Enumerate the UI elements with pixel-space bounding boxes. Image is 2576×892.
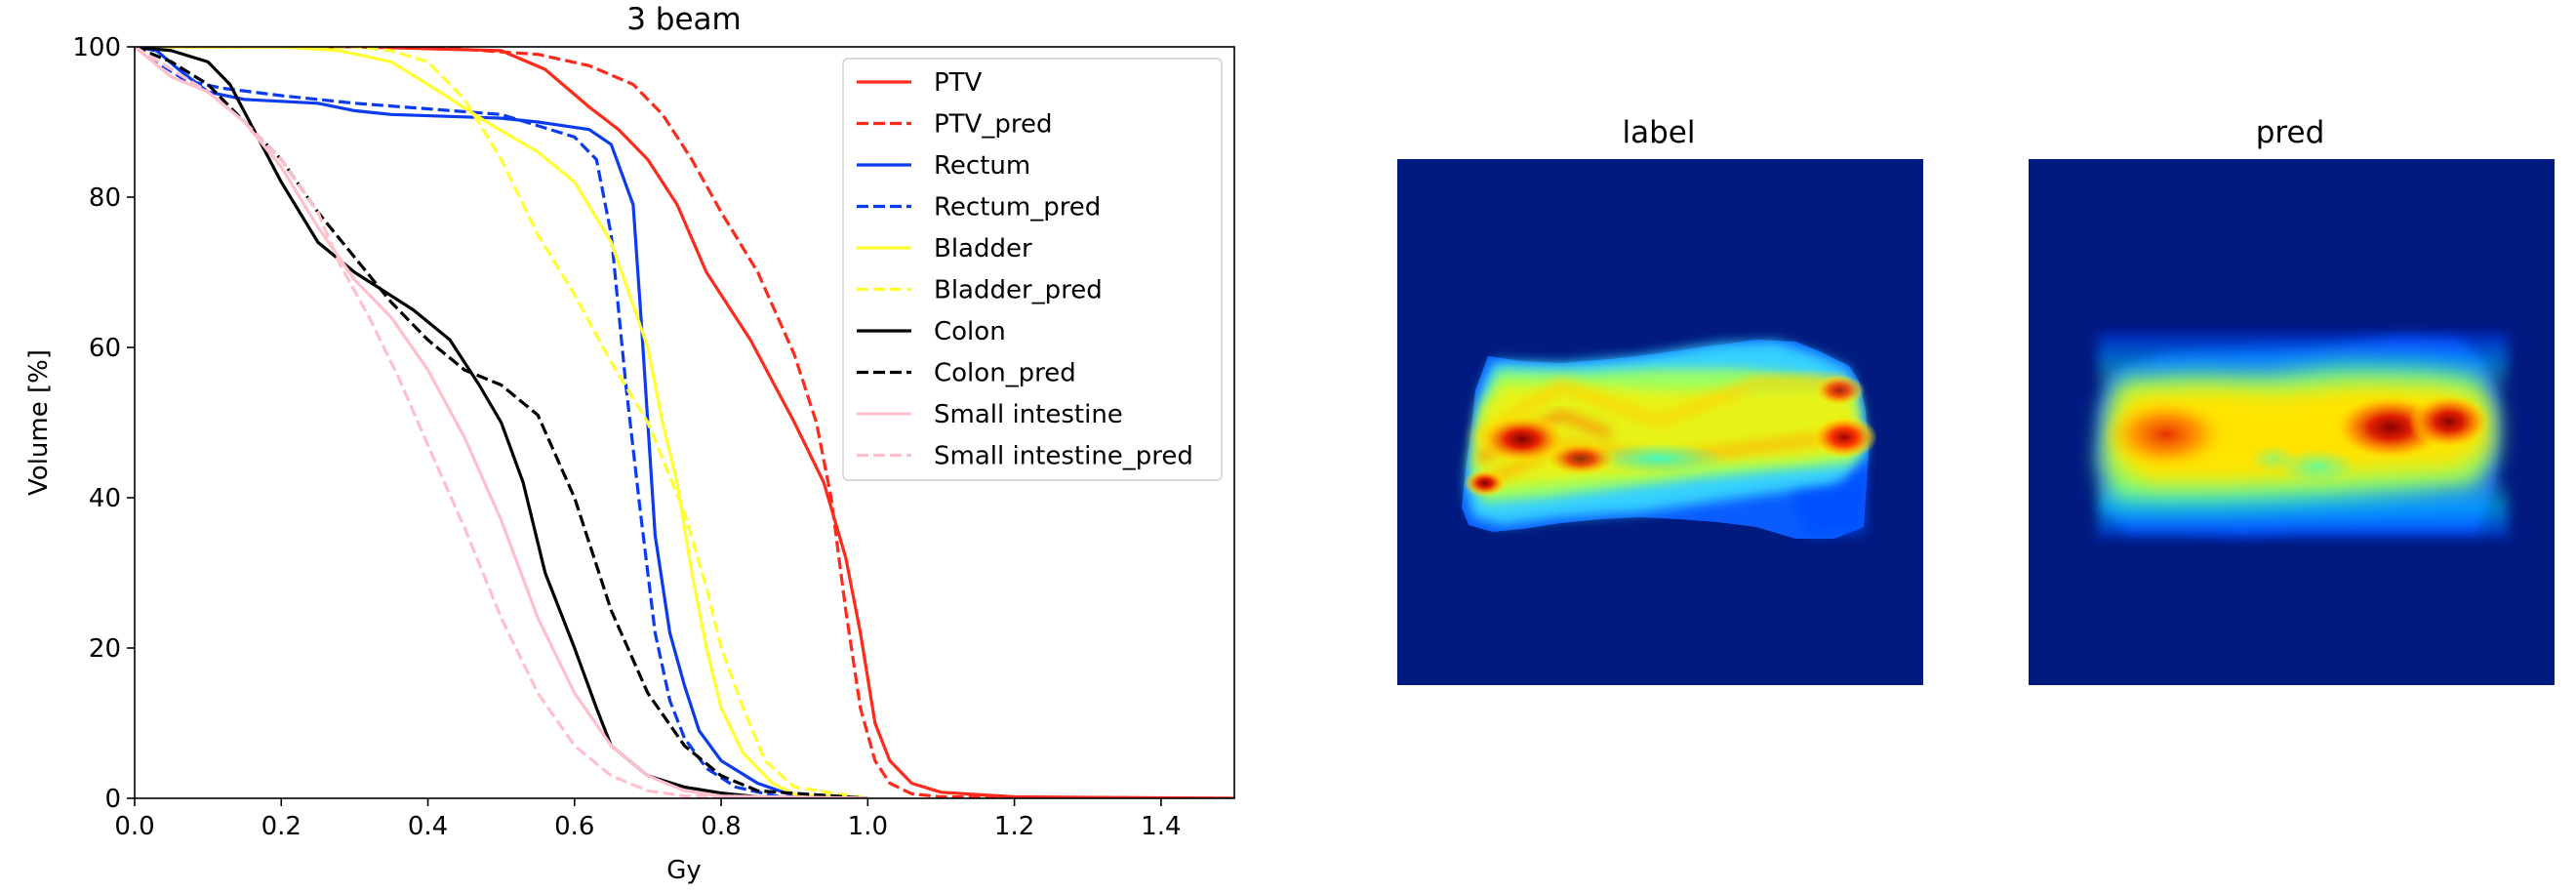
y-axis-ticks: 0 20 40 60 80 100 — [72, 33, 135, 814]
legend-label: Small intestine_pred — [934, 442, 1193, 471]
x-tick-label: 0.2 — [262, 812, 302, 841]
legend: PTV PTV_pred Rectum Rectum_pred Bladder Bladd… — [842, 58, 1223, 481]
legend-label: Bladder_pred — [934, 276, 1103, 305]
legend-label: Bladder — [934, 234, 1032, 264]
legend-label: Small intestine — [934, 400, 1123, 429]
series-line-bladder — [135, 47, 869, 798]
y-tick-label: 20 — [89, 634, 121, 664]
legend-label: Colon_pred — [934, 359, 1076, 388]
y-axis-label: Volume [%] — [24, 349, 54, 496]
pred-dose-region — [2096, 334, 2508, 537]
legend-label: Rectum_pred — [934, 193, 1101, 223]
x-tick-label: 0.8 — [701, 812, 741, 841]
y-tick-label: 60 — [89, 334, 121, 363]
label-heatmap: label — [1397, 115, 1923, 685]
x-tick-label: 0.4 — [408, 812, 448, 841]
legend-label: Rectum — [934, 151, 1030, 181]
pred-heatmap: pred — [2029, 115, 2555, 685]
x-tick-label: 0.0 — [114, 812, 154, 841]
series-line-colon — [135, 47, 869, 798]
series-line-bladder-pred — [135, 47, 868, 798]
plot-frame — [134, 46, 1235, 799]
series-layer — [135, 47, 1234, 798]
legend-frame — [842, 58, 1223, 481]
legend-label: PTV — [934, 68, 983, 98]
dvh-chart: 3 beam 0.0 0.2 0.4 0.6 0.8 1.0 1.2 1.4 0 20 40 60 8… — [24, 2, 1235, 885]
y-tick-label: 80 — [89, 183, 121, 213]
x-axis-ticks: 0.0 0.2 0.4 0.6 0.8 1.0 1.2 1.4 — [114, 798, 1182, 841]
series-line-ptv — [135, 47, 1234, 798]
pred-heatmap-title: pred — [2256, 115, 2325, 150]
label-dose-region — [1462, 340, 1877, 539]
y-tick-label: 40 — [89, 484, 121, 513]
legend-items: PTV PTV_pred Rectum Rectum_pred Bladder Bladd… — [857, 68, 1193, 471]
x-tick-label: 0.6 — [554, 812, 594, 841]
x-axis-label: Gy — [666, 856, 702, 885]
legend-label: PTV_pred — [934, 110, 1052, 140]
series-line-small-intestine-pred — [135, 47, 868, 798]
y-tick-label: 0 — [104, 785, 121, 814]
y-tick-label: 100 — [72, 33, 121, 62]
series-line-rectum — [135, 47, 869, 798]
x-tick-label: 1.0 — [848, 812, 888, 841]
x-tick-label: 1.4 — [1141, 812, 1181, 841]
legend-label: Colon — [934, 317, 1006, 346]
chart-title: 3 beam — [626, 2, 742, 37]
label-heatmap-title: label — [1623, 115, 1696, 150]
series-line-ptv-pred — [135, 47, 1234, 798]
x-tick-label: 1.2 — [994, 812, 1034, 841]
